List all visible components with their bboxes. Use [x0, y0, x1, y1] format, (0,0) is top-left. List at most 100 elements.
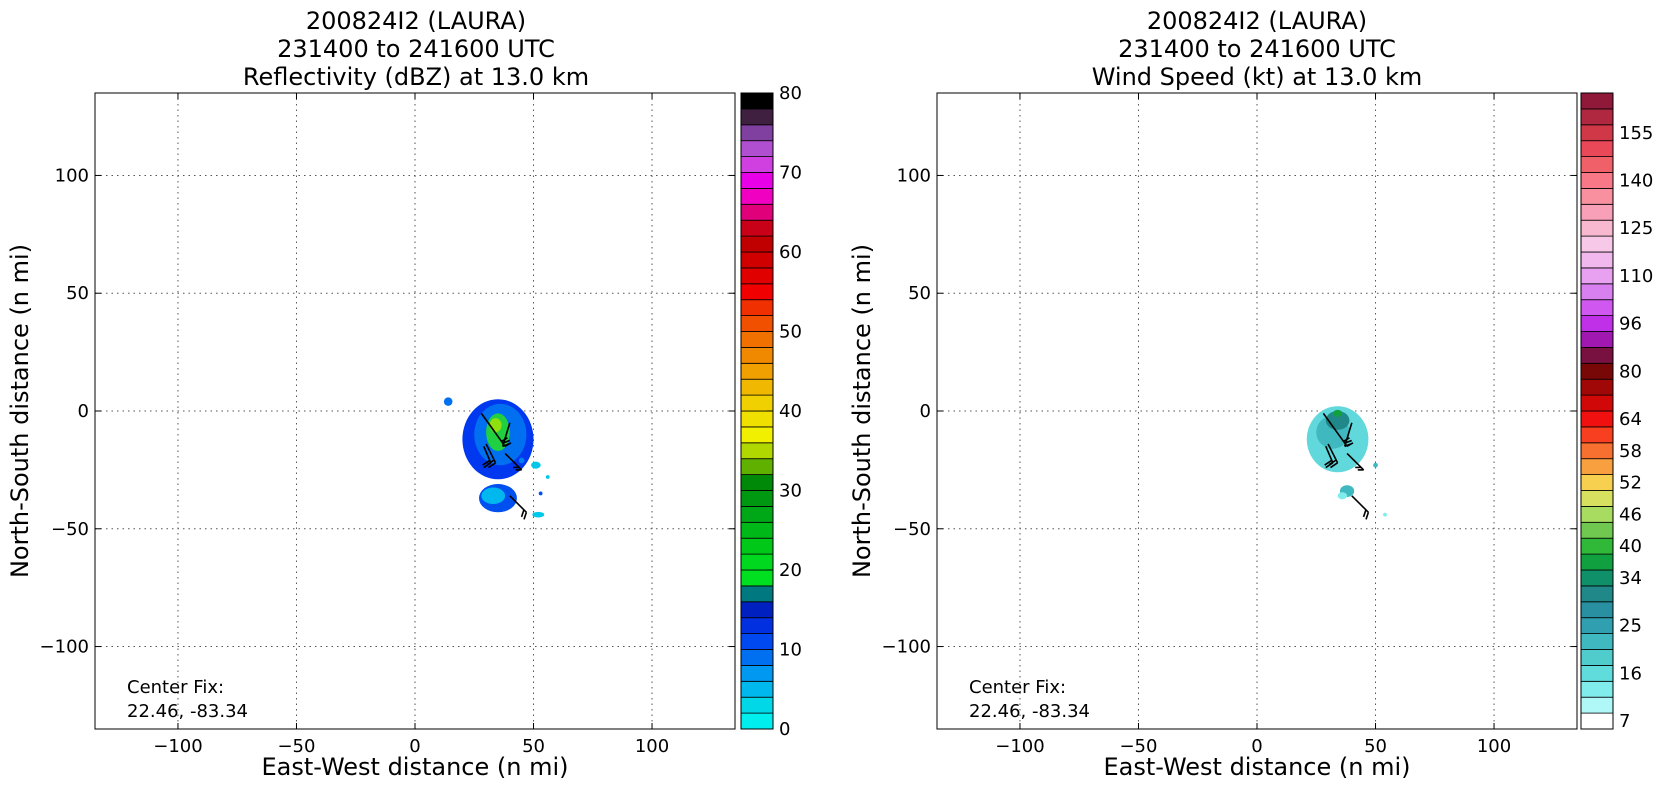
x-tick-label: 100 — [1477, 736, 1511, 757]
colorbar: 0 10 20 30 40 50 60 70 80 — [740, 83, 802, 740]
wind-barb — [482, 446, 492, 469]
barb-flag — [1325, 462, 1334, 469]
colorbar-bin — [740, 219, 774, 237]
colorbar-bin — [740, 267, 774, 285]
colorbar-frame — [1580, 92, 1614, 730]
colorbar-bin — [740, 283, 774, 301]
data-patch — [518, 457, 525, 464]
colorbar-bin — [740, 362, 774, 380]
y-tick-label: 50 — [66, 283, 89, 304]
y-tick-label: 100 — [897, 165, 931, 186]
colorbar-bin — [1580, 665, 1614, 682]
colorbar-bin — [740, 299, 774, 317]
chart-title-line-3: Reflectivity (dBZ) at 13.0 km — [243, 63, 589, 91]
colorbar-bin — [740, 633, 774, 650]
x-tick-label: −50 — [1119, 736, 1157, 757]
colorbar-bin — [1580, 267, 1614, 285]
colorbar-bin — [740, 315, 774, 332]
x-axis-label: East-West distance (n mi) — [261, 753, 568, 781]
wind-barb — [1351, 495, 1370, 520]
colorbar-bin — [1580, 331, 1614, 348]
colorbar-bin — [740, 426, 774, 444]
data-features — [1306, 406, 1387, 517]
center-fix-label: Center Fix: — [969, 677, 1066, 698]
x-tick-label: −100 — [995, 736, 1044, 757]
reflectivity-panel: 200824I2 (LAURA) 231400 to 241600 UTC Re… — [6, 7, 802, 781]
colorbar-bin — [740, 442, 774, 460]
colorbar-bin — [740, 696, 774, 714]
colorbar-bin — [1580, 696, 1614, 714]
x-tick-label: 50 — [522, 736, 545, 757]
chart-title-line-1: 200824I2 (LAURA) — [306, 7, 526, 35]
colorbar-bin — [1580, 569, 1614, 587]
colorbar-bin — [740, 410, 774, 428]
chart-title-line-2: 231400 to 241600 UTC — [277, 35, 555, 63]
x-axis-label: East-West distance (n mi) — [1103, 753, 1410, 781]
axis-ticks: −100 −50 0 50 100 −100 −50 0 50 100 — [882, 93, 1577, 757]
colorbar-bin — [1580, 283, 1614, 301]
center-fix-value: 22.46, -83.34 — [127, 701, 248, 722]
colorbar-bin — [1580, 458, 1614, 476]
barb-shaft — [485, 443, 497, 464]
colorbar-tick-label: 30 — [779, 481, 802, 502]
grid-lines — [95, 93, 735, 729]
colorbar-bin — [1580, 378, 1614, 396]
y-tick-label: 50 — [908, 283, 931, 304]
colorbar-bin — [740, 553, 774, 571]
colorbar-tick-label: 40 — [779, 401, 802, 422]
barb-flag — [482, 459, 491, 466]
colorbar-bin — [1580, 553, 1614, 571]
colorbar-bin — [1580, 315, 1614, 332]
barb-flag — [488, 462, 497, 469]
data-patch — [1373, 462, 1378, 468]
barb-shaft — [480, 412, 506, 447]
colorbar-bin — [740, 172, 774, 189]
colorbar-tick-label: 80 — [779, 83, 802, 104]
data-patch — [538, 491, 543, 496]
colorbar-bin — [1580, 172, 1614, 189]
data-patch — [532, 511, 545, 518]
barb-flag — [1324, 459, 1333, 466]
colorbar-bin — [1580, 521, 1614, 539]
colorbar: 7 16 25 34 40 46 52 58 64 80 96 110 125 140 155 — [1580, 92, 1653, 732]
colorbar-bin — [740, 378, 774, 396]
y-axis-label: North-South distance (n mi) — [848, 244, 876, 578]
colorbar-bin — [740, 187, 774, 205]
colorbar-tick-label: 25 — [1619, 616, 1642, 637]
barb-flag — [1362, 509, 1367, 518]
colorbar-bin — [740, 346, 774, 364]
colorbar-bin — [1580, 426, 1614, 444]
colorbar-bin — [740, 140, 774, 157]
y-axis-label: North-South distance (n mi) — [6, 244, 34, 578]
colorbar-tick-label: 80 — [1619, 361, 1642, 382]
barb-shaft — [1325, 446, 1334, 464]
barb-flag — [523, 512, 528, 520]
barb-flag — [1345, 439, 1352, 444]
colorbar-tick-label: 20 — [779, 560, 802, 581]
data-patch — [531, 461, 541, 469]
y-tick-label: 0 — [920, 401, 931, 422]
colorbar-tick-label: 64 — [1619, 409, 1642, 430]
barb-shaft — [483, 446, 492, 464]
colorbar-bin — [740, 251, 774, 269]
colorbar-bin — [740, 665, 774, 682]
colorbar-bin — [740, 569, 774, 587]
colorbar-tick-label: 50 — [779, 322, 802, 343]
colorbar-tick-label: 46 — [1619, 504, 1642, 525]
barb-flag — [520, 509, 525, 518]
barb-flag — [1344, 443, 1351, 448]
colorbar-tick-label: 10 — [779, 640, 802, 661]
colorbar-tick-label: 96 — [1619, 314, 1642, 335]
colorbar-bin — [740, 331, 774, 348]
colorbar-bin — [1580, 474, 1614, 491]
colorbar-bin — [1580, 108, 1614, 126]
colorbar-tick-label: 110 — [1619, 266, 1653, 287]
colorbar-bin — [1580, 140, 1614, 157]
colorbar-bin — [740, 712, 774, 730]
colorbar-bin — [740, 649, 774, 666]
colorbar-tick-label: 7 — [1619, 711, 1630, 732]
colorbar-bin — [1580, 156, 1614, 173]
x-tick-label: −100 — [153, 736, 202, 757]
colorbar-bin — [1580, 251, 1614, 269]
